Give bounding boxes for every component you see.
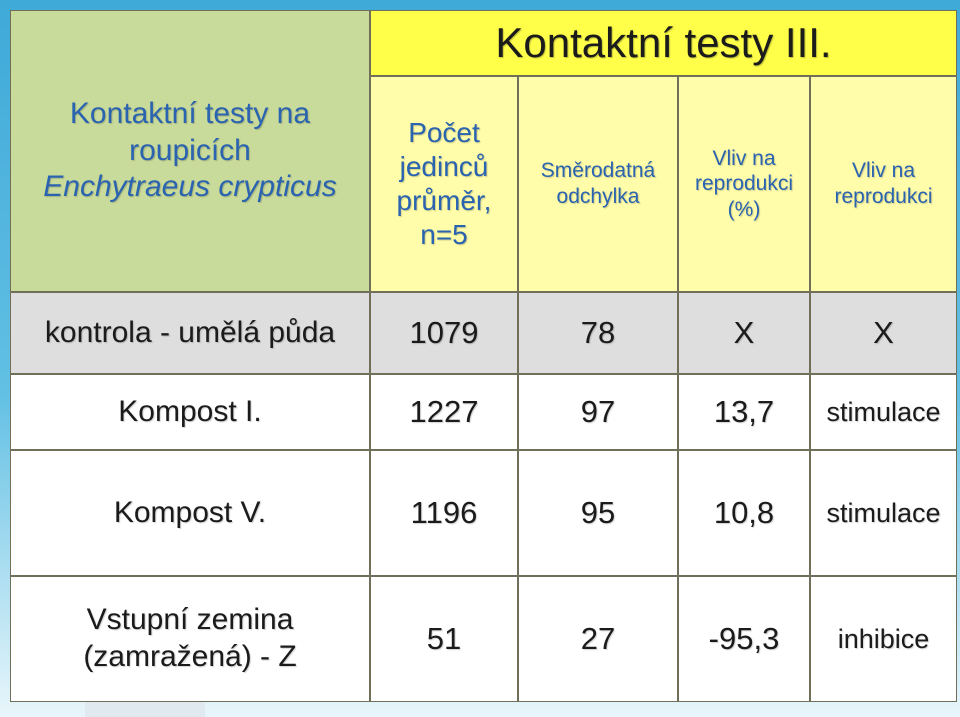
table-row-label: Kompost I. [10,374,370,450]
row-label-text: Kompost I. [118,394,262,428]
sd-value: 27 [580,621,616,657]
effect-value: X [873,315,894,351]
header-effect-pct-line-2: reprodukci [694,172,794,196]
row-label-line-2: (zamražená) - Z [83,640,297,673]
table-row-label: Kompost V. [10,450,370,576]
header-sd-line-2: odchylka [556,185,640,208]
slide-title-bar: Kontaktní testy III. [370,10,957,76]
header-effect-pct: Vliv na reprodukci (%) [678,76,810,292]
table-cell-sd: 95 [518,450,678,576]
sd-value: 97 [580,394,616,430]
header-effect-pct-line-3: (%) [727,197,761,221]
table-cell-effect-pct: X [678,292,810,374]
row-label-text: Kompost V. [113,495,267,529]
table-row-label: Vstupní zemina (zamražená) - Z [10,576,370,702]
corner-species: Enchytraeus crypticus [43,170,337,204]
row-label-line-1: Vstupní zemina [86,603,294,637]
effect-pct-value: X [733,315,755,351]
count-value: 51 [426,621,462,657]
header-effect: Vliv na reprodukci [810,76,957,292]
effect-pct-value: 10,8 [713,495,775,531]
table-cell-effect-pct: 10,8 [678,450,810,576]
table-row-label: kontrola - umělá půda [10,292,370,374]
header-count: Počet jedinců průměr, n=5 [370,76,518,292]
count-value: 1227 [409,394,479,430]
corner-line-1: Kontaktní testy na [69,97,311,131]
table-cell-effect: inhibice [810,576,957,702]
table-cell-sd: 27 [518,576,678,702]
table-cell-effect: X [810,292,957,374]
header-count-line-4: n=5 [420,219,468,251]
table-cell-effect-pct: -95,3 [678,576,810,702]
effect-pct-value: 13,7 [713,394,775,430]
count-value: 1079 [409,315,479,351]
table-cell-effect: stimulace [810,450,957,576]
corner-header-cell: Kontaktní testy na roupicích Enchytraeus… [10,10,370,292]
effect-value: stimulace [826,497,941,528]
corner-line-2: roupicích [129,133,251,167]
table-cell-effect-pct: 13,7 [678,374,810,450]
header-count-line-3: průměr, [396,185,492,216]
table-cell-count: 1196 [370,450,518,576]
header-effect-line-2: reprodukci [834,185,933,208]
header-effect-line-1: Vliv na [851,159,916,183]
header-count-line-1: Počet [408,116,480,148]
table-cell-count: 51 [370,576,518,702]
table-cell-sd: 97 [518,374,678,450]
count-value: 1196 [410,495,478,531]
header-count-line-2: jedinců [399,150,489,182]
background-decoration [85,699,205,717]
effect-value: inhibice [837,623,930,654]
row-label-text: kontrola - umělá půda [44,315,336,349]
page-title: Kontaktní testy III. [495,19,832,67]
header-sd-line-1: Směrodatná [540,159,656,183]
table-cell-effect: stimulace [810,374,957,450]
sd-value: 78 [580,315,616,351]
header-sd: Směrodatná odchylka [518,76,678,292]
effect-value: stimulace [826,396,941,427]
sd-value: 95 [580,495,616,531]
table-cell-sd: 78 [518,292,678,374]
table-cell-count: 1079 [370,292,518,374]
effect-pct-value: -95,3 [708,621,780,657]
table-cell-count: 1227 [370,374,518,450]
header-effect-pct-line-1: Vliv na [712,146,776,170]
